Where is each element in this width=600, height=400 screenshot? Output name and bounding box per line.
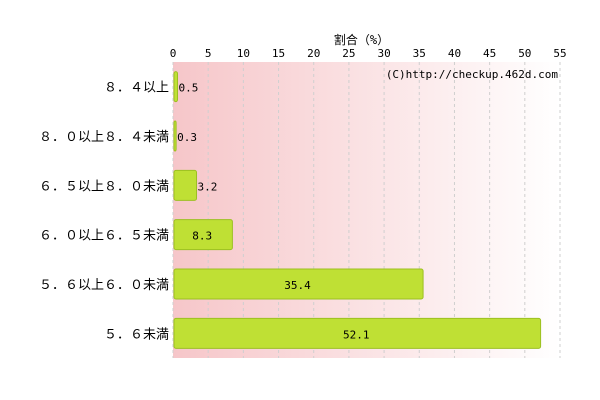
bar xyxy=(173,219,233,251)
value-label: 0.3 xyxy=(177,131,197,144)
x-tick-label: 10 xyxy=(237,47,250,60)
x-tick-label: 5 xyxy=(205,47,212,60)
value-label: 35.4 xyxy=(284,279,311,292)
bar xyxy=(173,120,177,152)
x-tick-label: 15 xyxy=(272,47,285,60)
category-label: ６．５以上８．０未満 xyxy=(39,179,169,194)
credit-annotation: (C)http://checkup.462d.com xyxy=(386,68,559,81)
bar xyxy=(173,268,424,300)
x-axis-title: 割合（%） xyxy=(334,32,389,47)
x-tick-label: 0 xyxy=(170,47,177,60)
value-labels: 0.5 0.3 3.2 8.3 35.4 52.1 xyxy=(177,82,369,342)
value-label: 0.5 xyxy=(179,82,199,95)
bar xyxy=(173,71,179,103)
x-tick-label: 20 xyxy=(307,47,320,60)
category-label: ５．６未満 xyxy=(104,327,169,342)
category-label: ５．６以上６．０未満 xyxy=(39,278,169,293)
plot-background xyxy=(173,62,560,358)
bar xyxy=(173,317,542,349)
category-label: ６．０以上６．５未満 xyxy=(39,229,169,244)
x-tick-label: 45 xyxy=(483,47,496,60)
x-tick-label: 40 xyxy=(448,47,461,60)
grid-lines xyxy=(172,62,561,358)
value-label: 52.1 xyxy=(343,328,370,341)
x-tick-label: 50 xyxy=(518,47,531,60)
value-label: 8.3 xyxy=(192,230,212,243)
value-label: 3.2 xyxy=(198,180,218,193)
x-tick-label: 35 xyxy=(413,47,426,60)
x-tick-labels: 0 5 10 15 20 25 30 35 40 45 50 55 xyxy=(170,47,567,60)
bar xyxy=(173,169,198,201)
x-tick-label: 30 xyxy=(377,47,390,60)
x-tick-label: 25 xyxy=(342,47,355,60)
bars xyxy=(173,71,542,349)
category-labels: ８．４以上 ８．０以上８．４未満 ６．５以上８．０未満 ６．０以上６．５未満 ５．６以上… xyxy=(39,81,169,343)
category-label: ８．４以上 xyxy=(104,81,169,96)
x-tick-label: 55 xyxy=(553,47,566,60)
category-label: ８．０以上８．４未満 xyxy=(39,130,169,145)
